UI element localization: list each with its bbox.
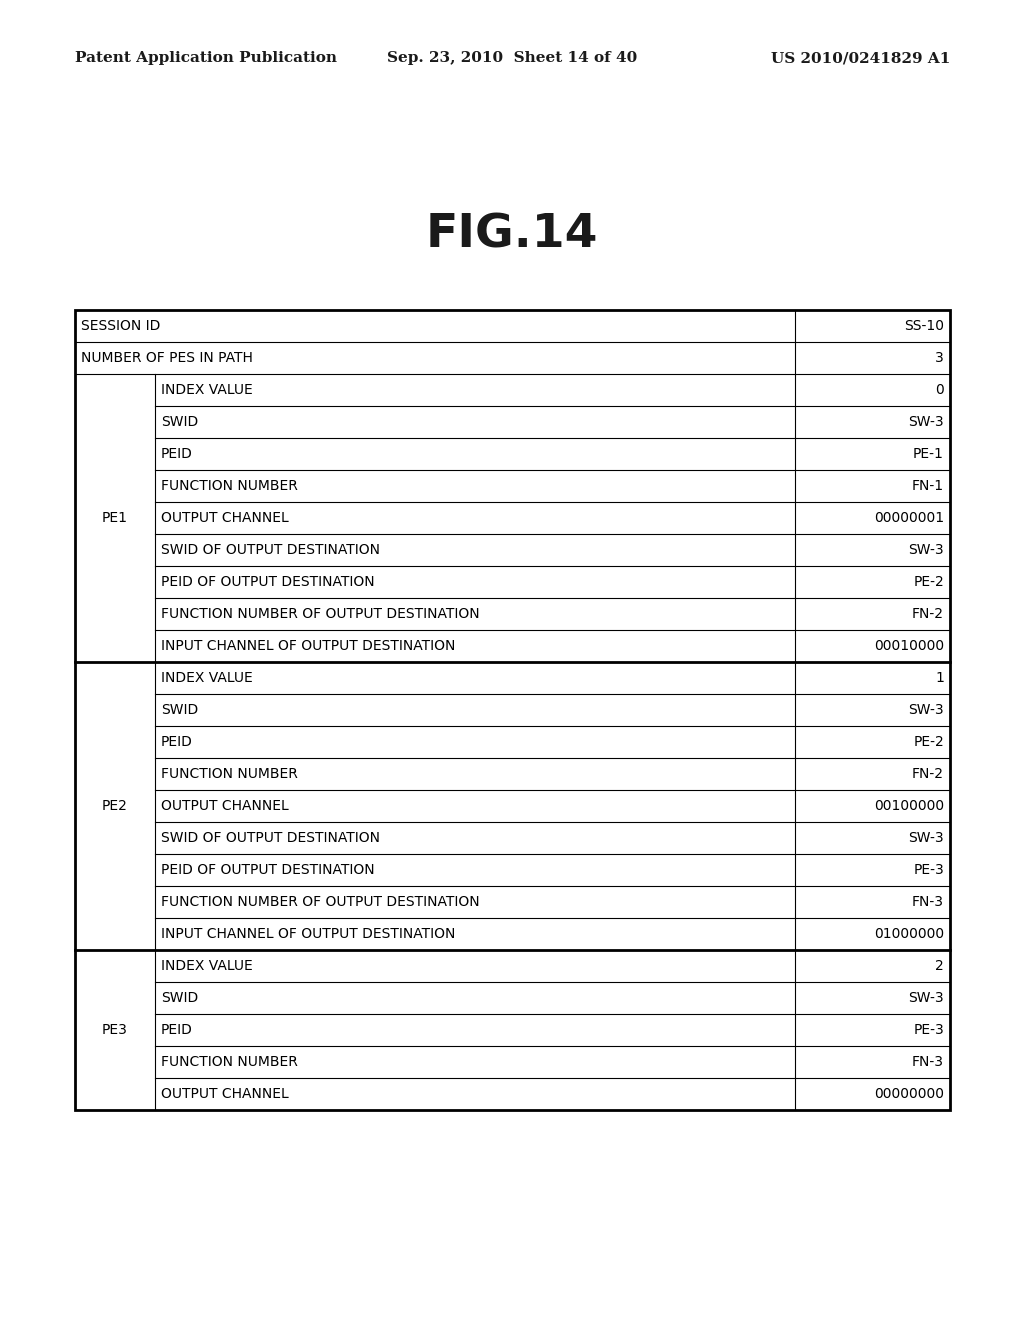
Text: FUNCTION NUMBER OF OUTPUT DESTINATION: FUNCTION NUMBER OF OUTPUT DESTINATION (161, 607, 479, 620)
Text: PEID: PEID (161, 735, 193, 748)
Text: PEID: PEID (161, 447, 193, 461)
Text: OUTPUT CHANNEL: OUTPUT CHANNEL (161, 799, 289, 813)
Text: INDEX VALUE: INDEX VALUE (161, 671, 253, 685)
Text: FN-2: FN-2 (912, 607, 944, 620)
Text: PE3: PE3 (102, 1023, 128, 1038)
Text: 01000000: 01000000 (873, 927, 944, 941)
Text: PE1: PE1 (102, 511, 128, 525)
Text: Sep. 23, 2010  Sheet 14 of 40: Sep. 23, 2010 Sheet 14 of 40 (387, 51, 637, 65)
Text: SS-10: SS-10 (904, 319, 944, 333)
Text: INPUT CHANNEL OF OUTPUT DESTINATION: INPUT CHANNEL OF OUTPUT DESTINATION (161, 639, 456, 653)
Text: INDEX VALUE: INDEX VALUE (161, 383, 253, 397)
Text: PE-3: PE-3 (913, 1023, 944, 1038)
Text: 0: 0 (935, 383, 944, 397)
Text: PEID OF OUTPUT DESTINATION: PEID OF OUTPUT DESTINATION (161, 863, 375, 876)
Text: 00010000: 00010000 (873, 639, 944, 653)
Text: PEID: PEID (161, 1023, 193, 1038)
Text: SW-3: SW-3 (908, 543, 944, 557)
Text: FUNCTION NUMBER OF OUTPUT DESTINATION: FUNCTION NUMBER OF OUTPUT DESTINATION (161, 895, 479, 909)
Text: PEID OF OUTPUT DESTINATION: PEID OF OUTPUT DESTINATION (161, 576, 375, 589)
Text: FN-3: FN-3 (912, 1055, 944, 1069)
Text: SWID: SWID (161, 414, 199, 429)
Text: SWID OF OUTPUT DESTINATION: SWID OF OUTPUT DESTINATION (161, 832, 380, 845)
Text: FN-1: FN-1 (912, 479, 944, 492)
Text: 00100000: 00100000 (873, 799, 944, 813)
Text: 00000001: 00000001 (873, 511, 944, 525)
Text: FUNCTION NUMBER: FUNCTION NUMBER (161, 479, 298, 492)
Text: PE-2: PE-2 (913, 735, 944, 748)
Text: SW-3: SW-3 (908, 704, 944, 717)
Text: SWID: SWID (161, 704, 199, 717)
Text: SW-3: SW-3 (908, 991, 944, 1005)
Text: FUNCTION NUMBER: FUNCTION NUMBER (161, 1055, 298, 1069)
Text: SESSION ID: SESSION ID (81, 319, 161, 333)
Text: SW-3: SW-3 (908, 832, 944, 845)
Text: FN-3: FN-3 (912, 895, 944, 909)
Text: FUNCTION NUMBER: FUNCTION NUMBER (161, 767, 298, 781)
Text: FIG.14: FIG.14 (426, 213, 598, 257)
Text: SWID: SWID (161, 991, 199, 1005)
Text: 1: 1 (935, 671, 944, 685)
Text: 2: 2 (935, 960, 944, 973)
Text: INDEX VALUE: INDEX VALUE (161, 960, 253, 973)
Text: US 2010/0241829 A1: US 2010/0241829 A1 (771, 51, 950, 65)
Text: SWID OF OUTPUT DESTINATION: SWID OF OUTPUT DESTINATION (161, 543, 380, 557)
Text: PE2: PE2 (102, 799, 128, 813)
Text: PE-2: PE-2 (913, 576, 944, 589)
Text: OUTPUT CHANNEL: OUTPUT CHANNEL (161, 1086, 289, 1101)
Text: PE-1: PE-1 (913, 447, 944, 461)
Text: 00000000: 00000000 (874, 1086, 944, 1101)
Text: SW-3: SW-3 (908, 414, 944, 429)
Text: 3: 3 (935, 351, 944, 366)
Text: NUMBER OF PES IN PATH: NUMBER OF PES IN PATH (81, 351, 253, 366)
Bar (75, 310, 950, 1110)
Text: INPUT CHANNEL OF OUTPUT DESTINATION: INPUT CHANNEL OF OUTPUT DESTINATION (161, 927, 456, 941)
Text: Patent Application Publication: Patent Application Publication (75, 51, 337, 65)
Text: OUTPUT CHANNEL: OUTPUT CHANNEL (161, 511, 289, 525)
Text: PE-3: PE-3 (913, 863, 944, 876)
Text: FN-2: FN-2 (912, 767, 944, 781)
